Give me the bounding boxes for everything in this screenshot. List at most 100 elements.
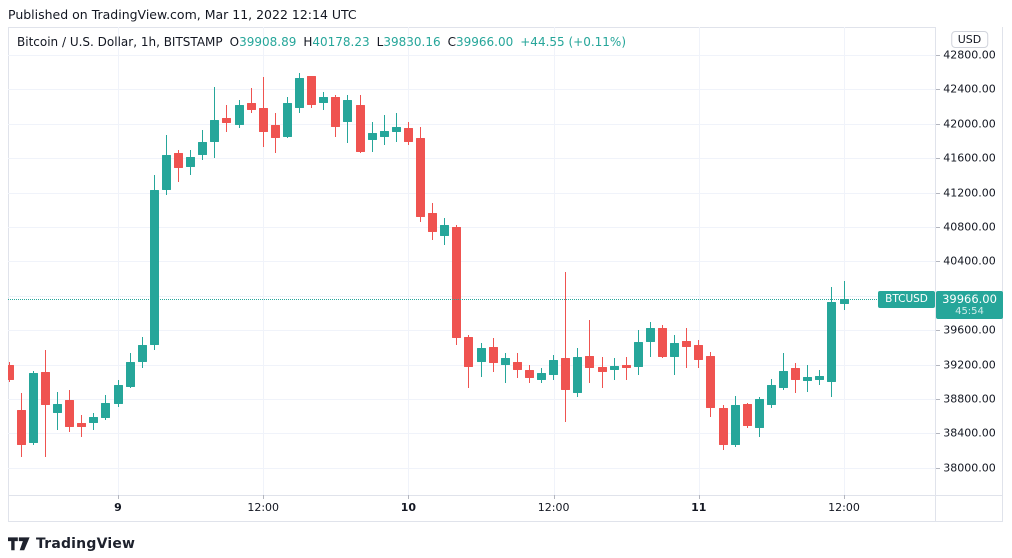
time-axis-tick xyxy=(118,495,119,499)
candle-body xyxy=(149,190,159,346)
price-axis-label: 42800.00 xyxy=(943,48,996,62)
price-axis-tick xyxy=(936,433,940,435)
price-gridline xyxy=(8,261,935,263)
candle-body xyxy=(791,368,801,381)
ohlc-value: 40178.23 xyxy=(312,35,370,49)
candle-body xyxy=(452,227,462,339)
price-gridline xyxy=(8,433,935,435)
price-gridline xyxy=(8,467,935,469)
candle-body xyxy=(77,423,87,428)
candle-body xyxy=(742,404,752,427)
candle-wick xyxy=(686,328,688,369)
tradingview-logo-icon xyxy=(8,537,30,551)
ohlc-key: O xyxy=(229,35,240,49)
candle-body xyxy=(428,213,438,233)
price-axis-tick xyxy=(936,330,940,332)
candle-body xyxy=(65,400,75,428)
ohlc-value: 39966.00 xyxy=(455,35,514,49)
price-gridline xyxy=(8,158,935,160)
candle-body xyxy=(803,377,813,382)
price-axis-separator xyxy=(935,27,936,522)
price-axis-tick xyxy=(936,467,940,469)
price-axis-tick xyxy=(936,261,940,263)
price-gridline xyxy=(8,227,935,229)
candle-body xyxy=(355,105,365,153)
candle-body xyxy=(270,125,280,139)
candle-body xyxy=(682,341,692,347)
candle-body xyxy=(113,385,123,405)
candle-wick xyxy=(601,357,603,389)
ohlc-key: L xyxy=(376,35,384,49)
price-gridline xyxy=(8,192,935,194)
price-gridline xyxy=(8,330,935,332)
price-gridline xyxy=(8,89,935,91)
current-price-badge: 39966.00 45:54 xyxy=(936,290,1003,319)
bar-countdown: 45:54 xyxy=(955,305,984,317)
candle-body xyxy=(137,345,147,363)
tradingview-logo-text: TradingView xyxy=(36,536,136,552)
candle-body xyxy=(839,298,849,304)
time-axis-label: 12:00 xyxy=(537,501,570,514)
price-gridline xyxy=(8,399,935,401)
time-axis-tick xyxy=(263,495,265,499)
candle-body xyxy=(319,97,329,104)
frame-bottom xyxy=(8,521,1003,522)
candle-body xyxy=(500,358,510,366)
candle-body xyxy=(585,356,595,369)
candle-body xyxy=(101,403,111,419)
time-axis-tick xyxy=(408,495,410,499)
candle-body xyxy=(694,345,704,361)
time-axis-tick xyxy=(844,495,845,499)
candle-wick xyxy=(843,280,845,311)
time-gridline xyxy=(553,27,555,495)
candle-body xyxy=(161,155,171,191)
price-axis-label: 42400.00 xyxy=(943,82,996,96)
candle-wick xyxy=(383,115,385,146)
time-axis-tick xyxy=(553,495,555,499)
candle-body xyxy=(89,417,99,424)
candle-body xyxy=(633,342,643,368)
price-axis-label: 40400.00 xyxy=(943,254,996,268)
time-axis-separator xyxy=(8,495,1003,496)
ohlc-value: 39908.89 xyxy=(239,35,297,49)
symbol-price-tag: BTCUSD xyxy=(878,290,935,308)
time-axis[interactable]: 9 12:00 10 12:00 11 12:00 xyxy=(8,495,935,522)
candle-body xyxy=(718,408,728,446)
frame-top xyxy=(8,27,935,28)
candle-body xyxy=(476,348,486,363)
time-gridline xyxy=(844,27,845,495)
candle-body xyxy=(549,360,559,376)
candle-body xyxy=(609,366,619,371)
price-axis-label: 38000.00 xyxy=(943,461,996,475)
candle-body xyxy=(186,157,196,167)
currency-badge: USD xyxy=(950,31,989,48)
candle-body xyxy=(8,365,14,381)
candle-body xyxy=(766,385,776,406)
candle-body xyxy=(331,97,341,127)
candle-body xyxy=(621,365,631,369)
ohlc-key: C xyxy=(447,35,456,49)
plot-area[interactable] xyxy=(8,27,935,495)
price-axis[interactable]: USD 42800.00 42400.00 42000.00 41600.00 4120… xyxy=(936,27,1003,495)
price-axis-label: 38400.00 xyxy=(943,426,996,440)
legend: Bitcoin / U.S. Dollar, 1h, BITSTAMP O3990… xyxy=(17,35,626,49)
candle-body xyxy=(658,328,667,358)
time-gridline xyxy=(698,27,700,495)
price-axis-label: 39200.00 xyxy=(943,358,996,372)
candle-body xyxy=(670,343,680,358)
price-axis-tick xyxy=(936,399,940,401)
candle-body xyxy=(512,362,522,371)
candle-body xyxy=(706,356,716,409)
candle-body xyxy=(537,373,546,381)
candle-body xyxy=(295,77,304,108)
time-axis-label: 11 xyxy=(691,501,707,514)
candle-wick xyxy=(625,357,627,381)
price-axis-tick xyxy=(936,227,940,229)
price-gridline xyxy=(8,123,935,125)
candle-body xyxy=(524,370,534,379)
tradingview-logo[interactable]: TradingView xyxy=(8,536,135,552)
candle-body xyxy=(210,120,220,143)
price-axis-tick xyxy=(936,123,940,125)
candle-body xyxy=(246,103,256,111)
